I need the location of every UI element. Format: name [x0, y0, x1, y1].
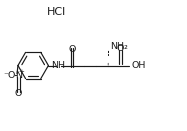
Text: O: O [15, 89, 22, 98]
Text: OH: OH [132, 61, 146, 70]
Text: O: O [68, 45, 76, 54]
Text: O: O [117, 44, 124, 53]
Text: ⁻O: ⁻O [4, 71, 16, 80]
Text: N: N [15, 71, 22, 80]
Text: HCl: HCl [47, 7, 66, 17]
Text: +: + [18, 69, 24, 75]
Text: NH: NH [52, 61, 66, 70]
Text: NH₂: NH₂ [110, 42, 128, 51]
